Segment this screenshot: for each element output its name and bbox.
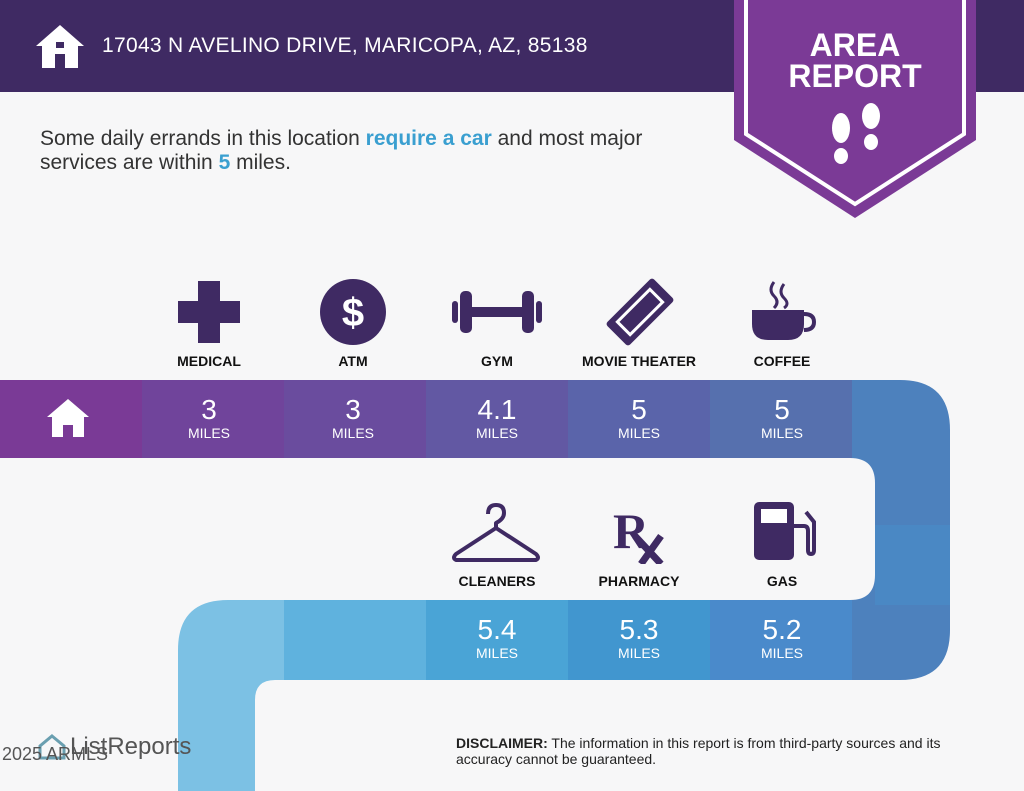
distance-unit: MILES [617, 425, 660, 441]
distance-unit: MILES [760, 645, 803, 661]
badge-line-1: AREA [809, 27, 901, 63]
coffee-cup-icon [752, 281, 816, 340]
distance-unit: MILES [760, 425, 803, 441]
label-gas: GAS [766, 573, 798, 589]
intro-highlight-car: require a car [365, 127, 492, 150]
badge-title: AREA REPORT [734, 27, 976, 94]
distance-movie-theater: 5 MILES [568, 394, 710, 442]
home-icon [47, 399, 89, 437]
intro-part-1: Some daily errands in this location [40, 127, 366, 150]
intro-part-2: and most major services are within [40, 127, 643, 174]
dumbbell-icon [452, 291, 542, 333]
distance-value: 4.1 [477, 394, 517, 425]
distance-value: 3 [201, 394, 217, 425]
disclaimer-text: The information in this report is from t… [456, 735, 941, 767]
label-medical: MEDICAL [177, 353, 241, 369]
listreports-logo: ListReports [70, 733, 192, 760]
distance-value: 5.2 [762, 614, 802, 645]
label-pharmacy: PHARMACY [598, 573, 680, 589]
property-address: 17043 N AVELINO DRIVE, MARICOPA, AZ, 851… [102, 34, 588, 57]
label-cleaners: CLEANERS [458, 573, 536, 589]
medical-cross-icon [178, 281, 240, 343]
distance-value: 5.3 [619, 614, 659, 645]
label-coffee: COFFEE [753, 353, 811, 369]
svg-text:$: $ [342, 291, 364, 335]
distance-gym: 4.1 MILES [426, 394, 568, 442]
rx-icon: R [613, 503, 664, 564]
distance-unit: MILES [331, 425, 374, 441]
listreports-logo-icon [38, 734, 66, 760]
distance-atm: 3 MILES [282, 394, 424, 442]
distance-value: 5 [631, 394, 647, 425]
ticket-icon [606, 278, 674, 346]
distance-unit: MILES [475, 425, 518, 441]
area-report-badge [734, 0, 976, 218]
distance-coffee: 5 MILES [711, 394, 853, 442]
home-icon [36, 25, 84, 68]
distance-unit: MILES [617, 645, 660, 661]
distance-unit: MILES [187, 425, 230, 441]
distance-value: 3 [345, 394, 361, 425]
distance-value: 5 [774, 394, 790, 425]
footprints-icon [832, 103, 880, 164]
distance-unit: MILES [475, 645, 518, 661]
distance-value: 5.4 [477, 614, 517, 645]
gas-pump-icon [754, 502, 816, 560]
badge-line-2: REPORT [788, 58, 922, 94]
distance-gas: 5.2 MILES [711, 614, 853, 662]
intro-highlight-miles: 5 [218, 151, 231, 174]
label-gym: GYM [481, 353, 513, 369]
label-movie-theater: MOVIE THEATER [581, 353, 697, 369]
distance-pharmacy: 5.3 MILES [568, 614, 710, 662]
intro-text: Some daily errands in this location requ… [40, 127, 720, 175]
distance-cleaners: 5.4 MILES [426, 614, 568, 662]
disclaimer-label: DISCLAIMER: [456, 735, 548, 751]
hanger-icon [452, 503, 540, 562]
disclaimer: DISCLAIMER: The information in this repo… [456, 735, 996, 767]
label-atm: ATM [338, 353, 368, 369]
distance-medical: 3 MILES [138, 394, 280, 442]
intro-part-3: miles. [230, 151, 291, 174]
copyright: 2025 ARMLS [2, 744, 109, 764]
dollar-icon: $ [320, 279, 386, 345]
